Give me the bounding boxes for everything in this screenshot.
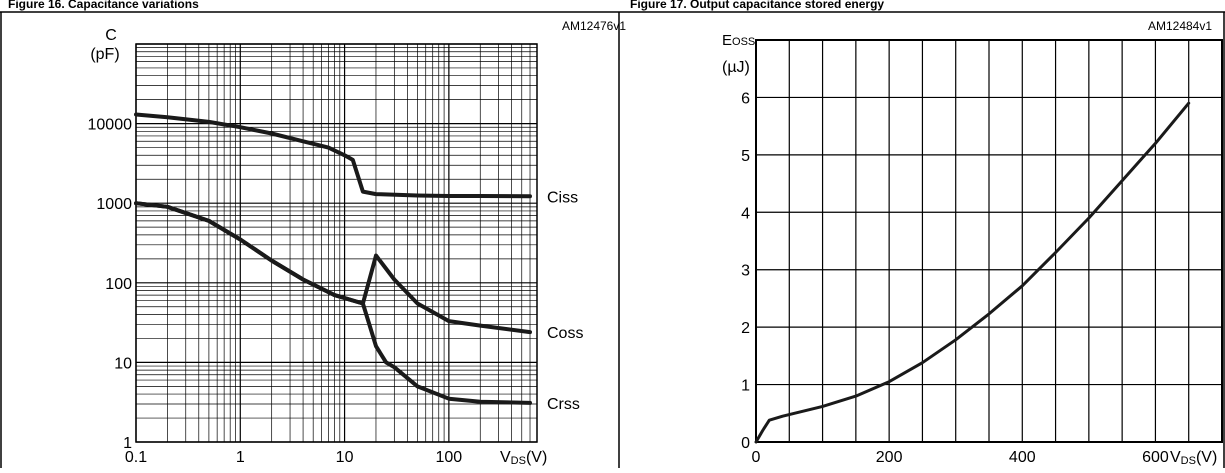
left-figure-caption: Figure 16. Capacitance variations — [8, 0, 199, 11]
y-tick-label: 1000 — [96, 196, 132, 213]
capacitance-y-axis-symbol: C — [105, 27, 117, 44]
x-tick-label: 0.1 — [125, 449, 147, 466]
y-tick-label: 4 — [741, 205, 750, 222]
series-label-coss: Coss — [547, 325, 583, 342]
capacitance-grid — [135, 43, 538, 443]
energy-tick-labels: 0 200 400 600 0 1 2 3 4 5 6 — [741, 90, 1169, 466]
y-tick-label: 2 — [741, 320, 750, 337]
series-label-crss: Crss — [547, 396, 580, 413]
y-tick-label: 5 — [741, 148, 750, 165]
y-tick-label: 0 — [741, 435, 750, 452]
x-tick-label: 400 — [1009, 449, 1036, 466]
x-tick-label: 100 — [436, 449, 463, 466]
x-tick-label: 10 — [336, 449, 354, 466]
energy-y-axis-unit: (µJ) — [722, 59, 750, 76]
energy-series-group — [754, 101, 1191, 444]
capacitance-plot-frame — [135, 43, 538, 443]
y-tick-label: 10000 — [88, 117, 133, 134]
y-tick-label: 1 — [123, 435, 132, 452]
series-line-crss — [134, 201, 532, 405]
capacitance-series-group — [134, 112, 532, 405]
y-tick-label: 3 — [741, 263, 750, 280]
energy-plot-frame — [755, 39, 1223, 443]
energy-grid — [755, 39, 1223, 443]
y-tick-label: 100 — [105, 276, 132, 293]
x-tick-label: 200 — [876, 449, 903, 466]
y-tick-label: 10 — [114, 355, 132, 372]
right-figure-caption: Figure 17. Output capacitance stored ene… — [630, 0, 884, 11]
x-tick-label: 0 — [752, 449, 761, 466]
capacitance-chart-id: AM12476v1 — [562, 19, 626, 33]
y-tick-label: 6 — [741, 90, 750, 107]
series-line-eoss — [754, 101, 1191, 444]
capacitance-y-axis-unit: (pF) — [90, 46, 119, 63]
energy-chart-id: AM12484v1 — [1148, 19, 1212, 33]
x-tick-label: 600 — [1142, 449, 1169, 466]
energy-y-axis-symbol: EOSS — [722, 32, 755, 49]
y-tick-label: 1 — [741, 378, 750, 395]
series-line-ciss — [134, 112, 532, 199]
capacitance-series-labels: Ciss Coss Crss — [547, 189, 583, 413]
series-label-ciss: Ciss — [547, 189, 578, 206]
header-strip — [0, 0, 1225, 11]
x-tick-label: 1 — [236, 449, 245, 466]
